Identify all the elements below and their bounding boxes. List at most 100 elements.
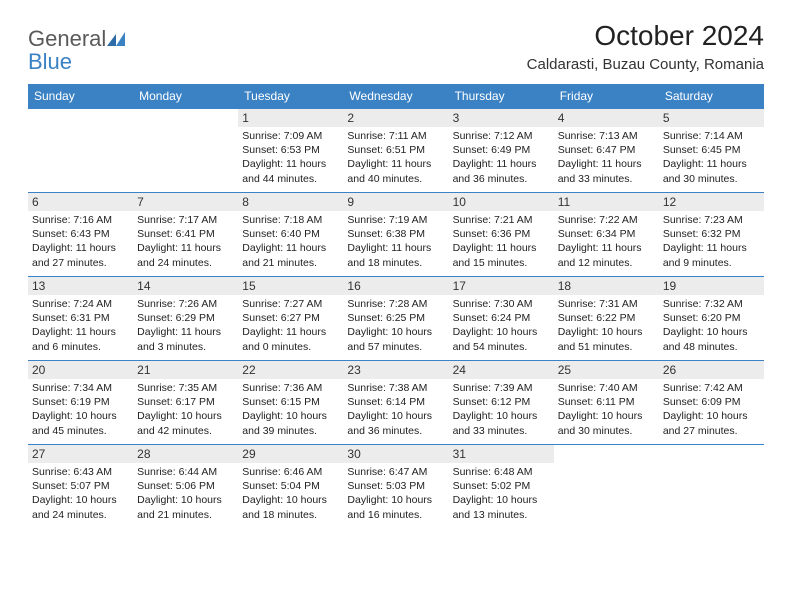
day-details: Sunrise: 7:23 AMSunset: 6:32 PMDaylight:…	[663, 213, 760, 270]
day-number: 12	[659, 193, 764, 211]
day-number: 26	[659, 361, 764, 379]
sunset-line: Sunset: 6:11 PM	[558, 395, 655, 409]
sunset-line: Sunset: 6:31 PM	[32, 311, 129, 325]
daylight2-line: and 24 minutes.	[32, 508, 129, 522]
daylight1-line: Daylight: 10 hours	[558, 325, 655, 339]
daylight2-line: and 54 minutes.	[453, 340, 550, 354]
daylight1-line: Daylight: 10 hours	[32, 493, 129, 507]
daylight1-line: Daylight: 11 hours	[558, 241, 655, 255]
day-cell: 4 Sunrise: 7:13 AMSunset: 6:47 PMDaylight…	[554, 109, 659, 193]
day-details: Sunrise: 7:12 AMSunset: 6:49 PMDaylight:…	[453, 129, 550, 186]
day-details: Sunrise: 6:44 AMSunset: 5:06 PMDaylight:…	[137, 465, 234, 522]
day-number: 20	[28, 361, 133, 379]
sunset-line: Sunset: 6:45 PM	[663, 143, 760, 157]
sunset-line: Sunset: 6:20 PM	[663, 311, 760, 325]
day-cell: 21Sunrise: 7:35 AMSunset: 6:17 PMDayligh…	[133, 361, 238, 445]
sunrise-line: Sunrise: 7:23 AM	[663, 213, 760, 227]
daylight1-line: Daylight: 11 hours	[347, 157, 444, 171]
day-cell: 13Sunrise: 7:24 AMSunset: 6:31 PMDayligh…	[28, 277, 133, 361]
daylight2-line: and 3 minutes.	[137, 340, 234, 354]
day-details: Sunrise: 7:27 AMSunset: 6:27 PMDaylight:…	[242, 297, 339, 354]
day-number: 22	[238, 361, 343, 379]
day-number: 15	[238, 277, 343, 295]
day-details: Sunrise: 7:19 AMSunset: 6:38 PMDaylight:…	[347, 213, 444, 270]
sunrise-line: Sunrise: 7:19 AM	[347, 213, 444, 227]
daylight1-line: Daylight: 11 hours	[242, 157, 339, 171]
week-row: 13Sunrise: 7:24 AMSunset: 6:31 PMDayligh…	[28, 277, 764, 361]
sunset-line: Sunset: 6:29 PM	[137, 311, 234, 325]
day-number: 27	[28, 445, 133, 463]
sunrise-line: Sunrise: 7:35 AM	[137, 381, 234, 395]
day-cell: 28Sunrise: 6:44 AMSunset: 5:06 PMDayligh…	[133, 445, 238, 529]
day-header: Friday	[554, 84, 659, 109]
day-cell	[133, 109, 238, 193]
day-number: 6	[28, 193, 133, 211]
day-header: Thursday	[449, 84, 554, 109]
day-details: Sunrise: 6:48 AMSunset: 5:02 PMDaylight:…	[453, 465, 550, 522]
sunrise-line: Sunrise: 7:17 AM	[137, 213, 234, 227]
day-cell: 1Sunrise: 7:09 AMSunset: 6:53 PMDaylight…	[238, 109, 343, 193]
day-cell: 24Sunrise: 7:39 AMSunset: 6:12 PMDayligh…	[449, 361, 554, 445]
daylight1-line: Daylight: 10 hours	[242, 409, 339, 423]
logo-general: General	[28, 26, 106, 51]
logo: General Blue	[28, 20, 125, 74]
day-number: 25	[554, 361, 659, 379]
daylight2-line: and 57 minutes.	[347, 340, 444, 354]
sunset-line: Sunset: 6:15 PM	[242, 395, 339, 409]
title-block: October 2024 Caldarasti, Buzau County, R…	[527, 20, 764, 73]
day-cell: 26 Sunrise: 7:42 AMSunset: 6:09 PMDayligh…	[659, 361, 764, 445]
daylight1-line: Daylight: 11 hours	[242, 241, 339, 255]
day-details: Sunrise: 7:34 AMSunset: 6:19 PMDaylight:…	[32, 381, 129, 438]
week-row: 6 Sunrise: 7:16 AMSunset: 6:43 PMDaylight…	[28, 193, 764, 277]
sunset-line: Sunset: 6:34 PM	[558, 227, 655, 241]
sunset-line: Sunset: 6:51 PM	[347, 143, 444, 157]
day-details: Sunrise: 7:16 AMSunset: 6:43 PMDaylight:…	[32, 213, 129, 270]
day-number: 16	[343, 277, 448, 295]
daylight2-line: and 36 minutes.	[347, 424, 444, 438]
sunset-line: Sunset: 5:03 PM	[347, 479, 444, 493]
day-cell: 14Sunrise: 7:26 AMSunset: 6:29 PMDayligh…	[133, 277, 238, 361]
sunrise-line: Sunrise: 6:44 AM	[137, 465, 234, 479]
sunrise-line: Sunrise: 7:40 AM	[558, 381, 655, 395]
sunset-line: Sunset: 6:19 PM	[32, 395, 129, 409]
day-details: Sunrise: 6:43 AMSunset: 5:07 PMDaylight:…	[32, 465, 129, 522]
day-number: 5	[659, 109, 764, 127]
day-details: Sunrise: 7:26 AMSunset: 6:29 PMDaylight:…	[137, 297, 234, 354]
day-details: Sunrise: 7:22 AMSunset: 6:34 PMDaylight:…	[558, 213, 655, 270]
daylight1-line: Daylight: 11 hours	[558, 157, 655, 171]
day-cell: 23Sunrise: 7:38 AMSunset: 6:14 PMDayligh…	[343, 361, 448, 445]
day-details: Sunrise: 7:18 AMSunset: 6:40 PMDaylight:…	[242, 213, 339, 270]
daylight1-line: Daylight: 10 hours	[453, 493, 550, 507]
day-number: 3	[449, 109, 554, 127]
sunset-line: Sunset: 6:36 PM	[453, 227, 550, 241]
calendar-page: General Blue October 2024 Caldarasti, Bu…	[0, 0, 792, 549]
sunrise-line: Sunrise: 6:43 AM	[32, 465, 129, 479]
day-number: 19	[659, 277, 764, 295]
day-details: Sunrise: 7:39 AMSunset: 6:12 PMDaylight:…	[453, 381, 550, 438]
sunrise-line: Sunrise: 6:48 AM	[453, 465, 550, 479]
day-details: Sunrise: 7:36 AMSunset: 6:15 PMDaylight:…	[242, 381, 339, 438]
daylight1-line: Daylight: 11 hours	[663, 241, 760, 255]
daylight2-line: and 33 minutes.	[453, 424, 550, 438]
day-cell: 30Sunrise: 6:47 AMSunset: 5:03 PMDayligh…	[343, 445, 448, 529]
daylight2-line: and 21 minutes.	[242, 256, 339, 270]
daylight1-line: Daylight: 10 hours	[558, 409, 655, 423]
day-cell: 29Sunrise: 6:46 AMSunset: 5:04 PMDayligh…	[238, 445, 343, 529]
header: General Blue October 2024 Caldarasti, Bu…	[28, 20, 764, 74]
day-details: Sunrise: 7:13 AMSunset: 6:47 PMDaylight:…	[558, 129, 655, 186]
day-details: Sunrise: 7:42 AMSunset: 6:09 PMDaylight:…	[663, 381, 760, 438]
day-number: 4	[554, 109, 659, 127]
day-cell: 16Sunrise: 7:28 AMSunset: 6:25 PMDayligh…	[343, 277, 448, 361]
day-details: Sunrise: 7:40 AMSunset: 6:11 PMDaylight:…	[558, 381, 655, 438]
daylight1-line: Daylight: 11 hours	[663, 157, 760, 171]
sunrise-line: Sunrise: 7:27 AM	[242, 297, 339, 311]
sunrise-line: Sunrise: 7:31 AM	[558, 297, 655, 311]
day-cell: 5Sunrise: 7:14 AMSunset: 6:45 PMDaylight…	[659, 109, 764, 193]
day-cell: 31Sunrise: 6:48 AMSunset: 5:02 PMDayligh…	[449, 445, 554, 529]
day-number: 10	[449, 193, 554, 211]
day-cell: 7Sunrise: 7:17 AMSunset: 6:41 PMDaylight…	[133, 193, 238, 277]
day-cell: 18Sunrise: 7:31 AMSunset: 6:22 PMDayligh…	[554, 277, 659, 361]
daylight1-line: Daylight: 10 hours	[32, 409, 129, 423]
sunset-line: Sunset: 6:25 PM	[347, 311, 444, 325]
day-number: 29	[238, 445, 343, 463]
